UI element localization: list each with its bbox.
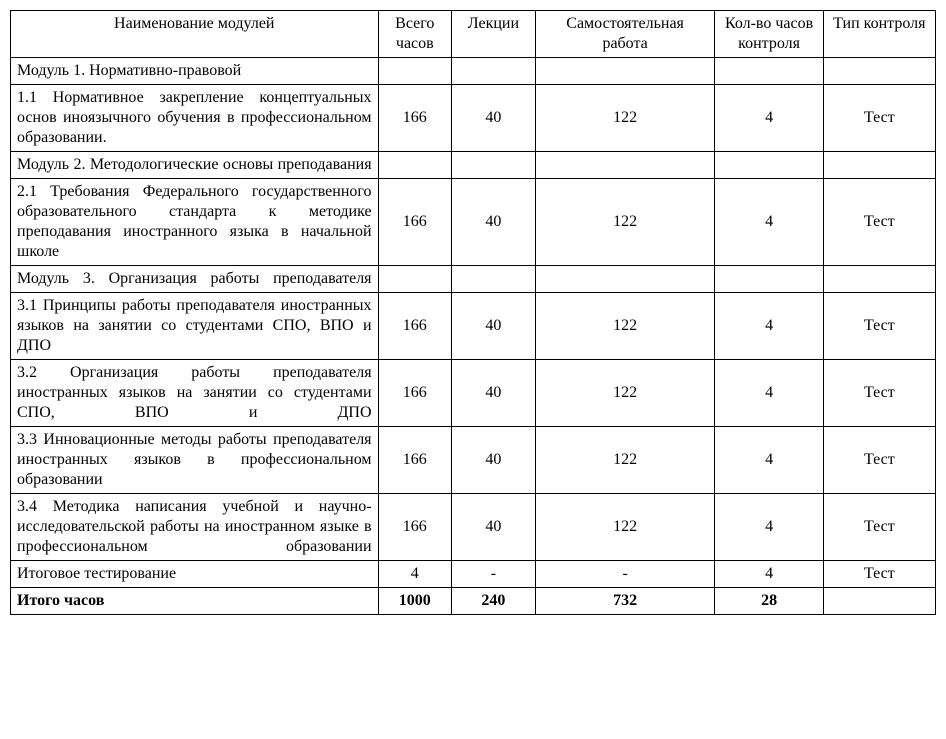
cell-total-hours: 166: [378, 360, 452, 427]
cell-total-hours: 4: [378, 561, 452, 588]
cell-total-hours: [378, 152, 452, 179]
table-row: 3.2 Организация работы преподавателя ино…: [11, 360, 936, 427]
cell-control-type: [823, 152, 935, 179]
cell-control-hours: 4: [715, 85, 823, 152]
cell-total-hours: 166: [378, 293, 452, 360]
cell-control-type: Тест: [823, 360, 935, 427]
cell-control-type: Тест: [823, 561, 935, 588]
cell-self-work: 732: [535, 588, 715, 615]
col-header-total-hours: Всего часов: [378, 11, 452, 58]
cell-control-hours: [715, 152, 823, 179]
cell-name: Итого часов: [11, 588, 379, 615]
table-row: 3.1 Принципы работы преподавателя иностр…: [11, 293, 936, 360]
cell-name: Модуль 1. Нормативно-правовой: [11, 58, 379, 85]
cell-lectures: [452, 152, 536, 179]
cell-control-hours: 4: [715, 360, 823, 427]
cell-lectures: 240: [452, 588, 536, 615]
cell-name: Модуль 3. Организация работы преподавате…: [11, 266, 379, 293]
cell-control-type: Тест: [823, 179, 935, 266]
cell-total-hours: 166: [378, 85, 452, 152]
table-row: 1.1 Нормативное закрепление концептуальн…: [11, 85, 936, 152]
cell-control-type: Тест: [823, 85, 935, 152]
cell-self-work: 122: [535, 427, 715, 494]
cell-name: Модуль 2. Методологические основы препод…: [11, 152, 379, 179]
cell-name: 3.1 Принципы работы преподавателя иностр…: [11, 293, 379, 360]
cell-self-work: [535, 266, 715, 293]
cell-control-type: [823, 58, 935, 85]
cell-lectures: [452, 266, 536, 293]
cell-lectures: 40: [452, 85, 536, 152]
cell-self-work: -: [535, 561, 715, 588]
cell-name: 2.1 Требования Федерального государствен…: [11, 179, 379, 266]
cell-lectures: [452, 58, 536, 85]
table-row: Модуль 2. Методологические основы препод…: [11, 152, 936, 179]
table-row: 3.3 Инновационные методы работы преподав…: [11, 427, 936, 494]
cell-name: 3.4 Методика написания учебной и научно-…: [11, 494, 379, 561]
table-total-row: Итого часов 1000 240 732 28: [11, 588, 936, 615]
cell-control-type: [823, 588, 935, 615]
table-row: 3.4 Методика написания учебной и научно-…: [11, 494, 936, 561]
col-header-name: Наименование модулей: [11, 11, 379, 58]
table-body: Модуль 1. Нормативно-правовой 1.1 Нормат…: [11, 58, 936, 615]
cell-control-type: [823, 266, 935, 293]
cell-control-type: Тест: [823, 427, 935, 494]
cell-total-hours: 166: [378, 494, 452, 561]
cell-control-type: Тест: [823, 293, 935, 360]
cell-self-work: 122: [535, 179, 715, 266]
cell-control-hours: 4: [715, 427, 823, 494]
cell-self-work: 122: [535, 360, 715, 427]
cell-control-hours: 4: [715, 561, 823, 588]
cell-control-hours: [715, 58, 823, 85]
col-header-control-type: Тип контроля: [823, 11, 935, 58]
table-row: 2.1 Требования Федерального государствен…: [11, 179, 936, 266]
cell-total-hours: 1000: [378, 588, 452, 615]
cell-name: 3.3 Инновационные методы работы преподав…: [11, 427, 379, 494]
cell-control-hours: 4: [715, 179, 823, 266]
table-row: Итоговое тестирование 4 - - 4 Тест: [11, 561, 936, 588]
cell-total-hours: 166: [378, 179, 452, 266]
cell-control-type: Тест: [823, 494, 935, 561]
cell-self-work: [535, 152, 715, 179]
cell-lectures: 40: [452, 360, 536, 427]
col-header-self-work: Самостоятельная работа: [535, 11, 715, 58]
cell-control-hours: 28: [715, 588, 823, 615]
cell-name: 1.1 Нормативное закрепление концептуальн…: [11, 85, 379, 152]
cell-control-hours: 4: [715, 494, 823, 561]
col-header-lectures: Лекции: [452, 11, 536, 58]
cell-total-hours: [378, 266, 452, 293]
table-row: Модуль 1. Нормативно-правовой: [11, 58, 936, 85]
cell-lectures: -: [452, 561, 536, 588]
table-header-row: Наименование модулей Всего часов Лекции …: [11, 11, 936, 58]
cell-lectures: 40: [452, 494, 536, 561]
cell-name: 3.2 Организация работы преподавателя ино…: [11, 360, 379, 427]
cell-self-work: 122: [535, 494, 715, 561]
cell-total-hours: 166: [378, 427, 452, 494]
cell-lectures: 40: [452, 427, 536, 494]
cell-self-work: [535, 58, 715, 85]
curriculum-table: Наименование модулей Всего часов Лекции …: [10, 10, 936, 615]
table-row: Модуль 3. Организация работы преподавате…: [11, 266, 936, 293]
cell-control-hours: [715, 266, 823, 293]
cell-control-hours: 4: [715, 293, 823, 360]
cell-total-hours: [378, 58, 452, 85]
col-header-control-hours: Кол-во часов контроля: [715, 11, 823, 58]
cell-self-work: 122: [535, 293, 715, 360]
cell-name: Итоговое тестирование: [11, 561, 379, 588]
cell-self-work: 122: [535, 85, 715, 152]
cell-lectures: 40: [452, 179, 536, 266]
cell-lectures: 40: [452, 293, 536, 360]
